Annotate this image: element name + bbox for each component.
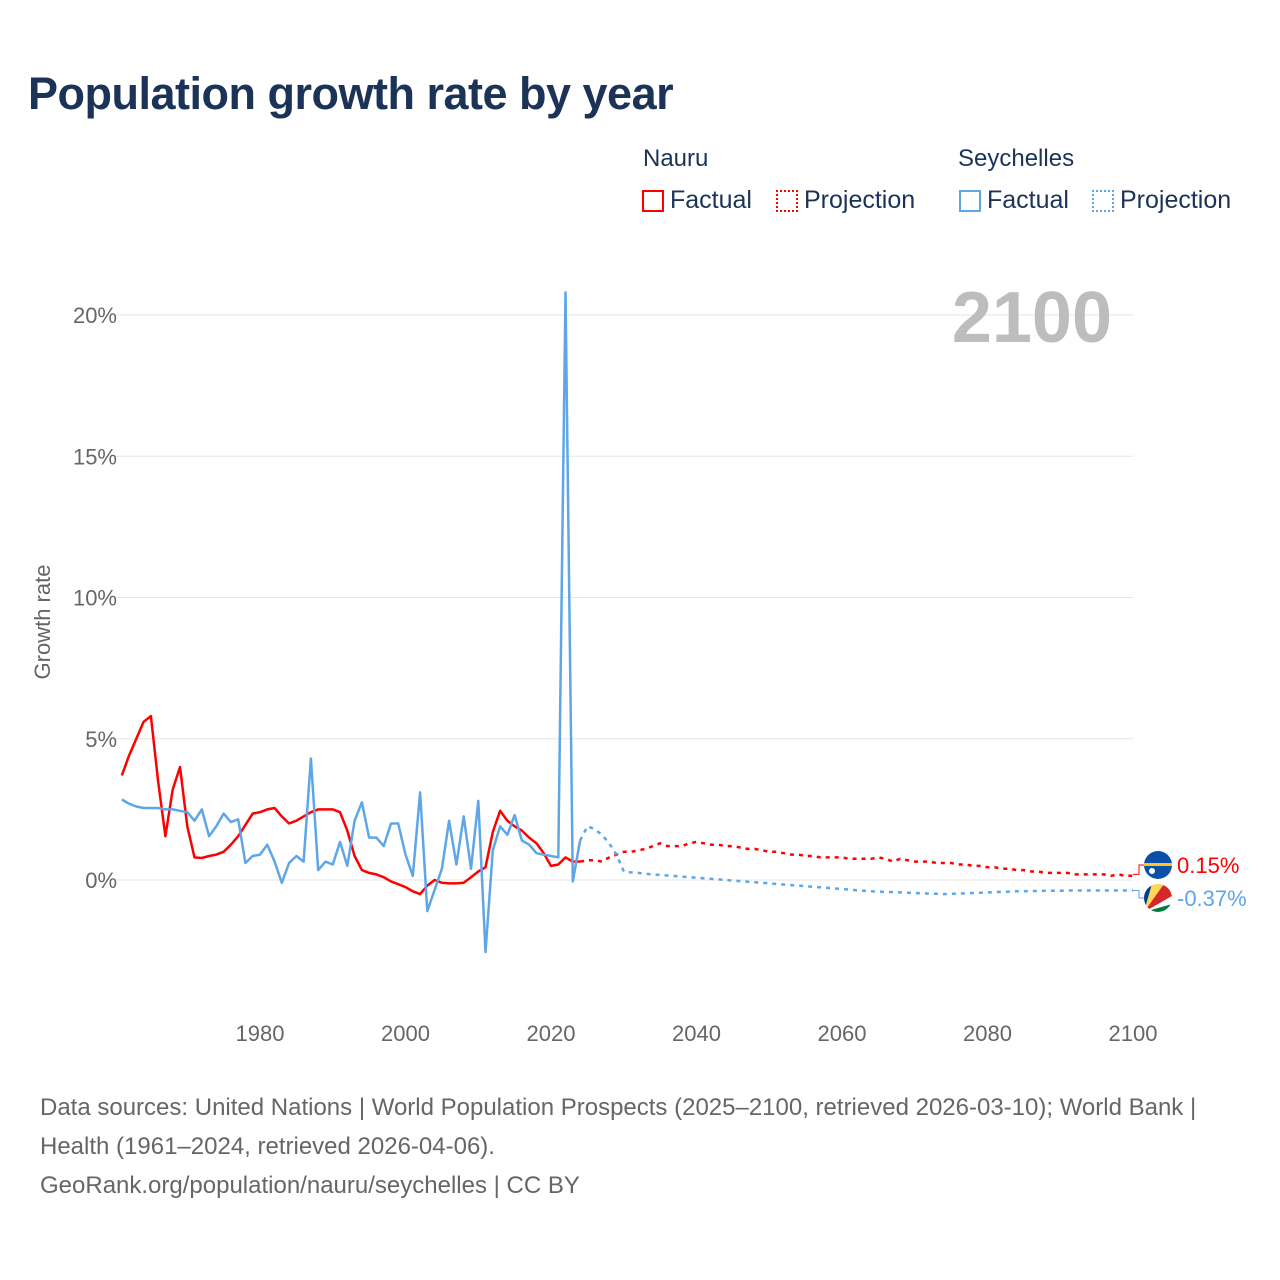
x-tick-label: 2020 bbox=[527, 1021, 576, 1046]
dotted-swatch-icon bbox=[776, 189, 798, 212]
dotted-swatch-icon bbox=[1092, 189, 1114, 212]
x-tick-label: 1980 bbox=[236, 1021, 285, 1046]
footer: Data sources: United Nations | World Pop… bbox=[40, 1088, 1240, 1205]
nauru-connector bbox=[1133, 864, 1144, 875]
y-tick-label: 0% bbox=[85, 868, 117, 893]
x-tick-label: 2100 bbox=[1109, 1021, 1158, 1046]
y-axis-label: Growth rate bbox=[30, 565, 55, 680]
nauru-projection-line bbox=[579, 840, 1133, 878]
legend-label: Factual bbox=[987, 186, 1069, 214]
x-tick-label: 2040 bbox=[672, 1021, 721, 1046]
x-tick-label: 2000 bbox=[381, 1021, 430, 1046]
nauru-end-value: 0.15% bbox=[1177, 853, 1239, 878]
y-tick-label: 20% bbox=[73, 303, 117, 328]
legend-seychelles-projection[interactable]: Projection bbox=[1092, 186, 1231, 215]
y-tick-label: 5% bbox=[85, 727, 117, 752]
seychelles-projection-line bbox=[578, 825, 1133, 896]
seychelles-connector bbox=[1133, 889, 1144, 899]
data-sources: Data sources: United Nations | World Pop… bbox=[40, 1094, 1197, 1160]
solid-swatch-icon bbox=[959, 189, 981, 212]
legend-label: Factual bbox=[670, 186, 752, 214]
credit-link[interactable]: GeoRank.org/population/nauru/seychelles … bbox=[40, 1172, 580, 1199]
solid-swatch-icon bbox=[642, 189, 664, 212]
nauru-flag-icon bbox=[1144, 851, 1172, 879]
seychelles-end-value: -0.37% bbox=[1177, 886, 1247, 911]
legend-label: Projection bbox=[1120, 186, 1232, 214]
legend-group-seychelles: Seychelles bbox=[958, 145, 1075, 172]
legend-label: Projection bbox=[804, 186, 916, 214]
x-tick-label: 2080 bbox=[963, 1021, 1012, 1046]
y-tick-label: 10% bbox=[73, 586, 117, 611]
year-watermark: 2100 bbox=[952, 278, 1112, 358]
page-title: Population growth rate by year bbox=[28, 68, 674, 119]
x-tick-label: 2060 bbox=[818, 1021, 867, 1046]
legend-group-nauru: Nauru bbox=[643, 145, 709, 172]
legend-nauru-projection[interactable]: Projection bbox=[776, 186, 915, 215]
line-chart: 0% 5% 10% 15% 20% 1980 2000 2020 2040 2060 2080 210… bbox=[30, 278, 1247, 1046]
legend-nauru-factual[interactable]: Factual bbox=[642, 186, 752, 215]
y-tick-label: 15% bbox=[73, 444, 117, 469]
seychelles-factual-line bbox=[121, 291, 582, 954]
legend-seychelles-factual[interactable]: Factual bbox=[959, 186, 1069, 215]
seychelles-flag-icon bbox=[1144, 884, 1172, 912]
nauru-factual-line bbox=[120, 714, 581, 896]
